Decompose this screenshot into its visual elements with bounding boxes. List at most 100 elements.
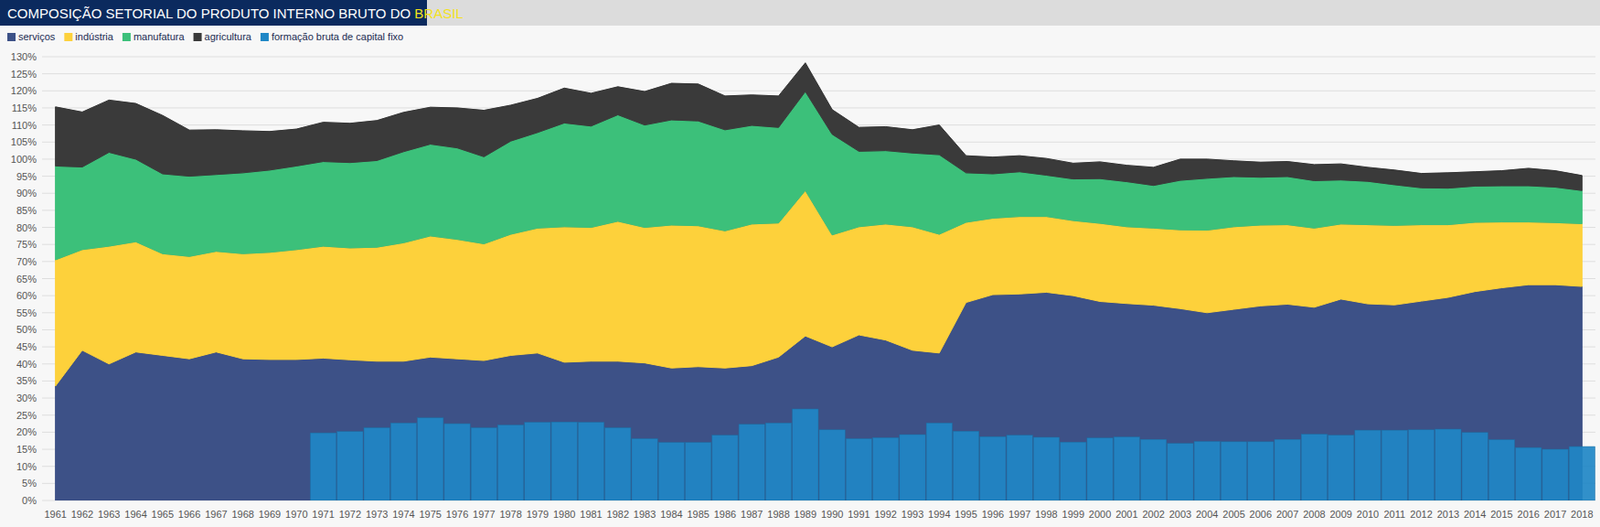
bar [792, 408, 819, 501]
x-tick-label: 1997 [1008, 508, 1031, 520]
bar [363, 427, 390, 501]
y-tick-label: 105% [10, 136, 37, 148]
bar [712, 435, 738, 501]
x-tick-label: 1990 [821, 508, 843, 520]
x-tick-label: 1968 [231, 508, 254, 520]
bar [899, 434, 926, 501]
x-tick-label: 1966 [178, 508, 201, 520]
x-tick-label: 1974 [392, 508, 415, 520]
bar [1328, 435, 1355, 501]
legend-swatch [7, 32, 16, 42]
bar [1381, 429, 1408, 501]
x-tick-label: 1993 [901, 508, 924, 520]
x-tick-label: 2001 [1115, 508, 1138, 520]
grid-line [42, 73, 1596, 75]
x-tick-label: 2016 [1517, 508, 1540, 520]
bar [658, 442, 684, 501]
x-tick-label: 1983 [633, 508, 656, 520]
legend-label: manufatura [133, 31, 186, 43]
legend-label: formação bruta de capital fixo [271, 31, 404, 43]
bar [1408, 429, 1434, 501]
x-tick-label: 1977 [472, 508, 495, 520]
x-tick-label: 1988 [767, 508, 790, 520]
x-tick-label: 1981 [579, 508, 602, 520]
bar [1274, 438, 1301, 501]
x-tick-label: 1970 [285, 508, 308, 520]
bar [309, 432, 336, 501]
x-tick-label: 1973 [365, 508, 388, 520]
y-tick-label: 90% [16, 187, 37, 199]
bar [390, 422, 416, 501]
x-tick-label: 2017 [1544, 508, 1567, 520]
y-tick-label: 15% [16, 443, 37, 455]
bar [551, 421, 577, 501]
bar [1515, 447, 1542, 501]
area-edge [55, 63, 1583, 176]
y-tick-label: 100% [10, 153, 37, 165]
y-tick-label: 25% [16, 409, 37, 421]
bar [470, 427, 497, 501]
bar [873, 437, 899, 501]
y-tick-label: 95% [16, 170, 37, 182]
x-tick-label: 1961 [43, 508, 66, 520]
legend-label: agricultura [204, 31, 253, 43]
bar [1006, 435, 1033, 501]
bar [1087, 437, 1113, 501]
bar [1060, 441, 1087, 501]
y-tick-label: 80% [16, 222, 37, 234]
bar [631, 437, 658, 501]
area [55, 63, 1583, 192]
bar [1435, 428, 1462, 501]
bar [926, 422, 952, 501]
bar [685, 442, 712, 501]
bar [1568, 446, 1595, 501]
bar [1167, 443, 1194, 501]
x-tick-label: 1962 [71, 508, 94, 520]
y-tick-label: 65% [16, 273, 37, 285]
legend-swatch [64, 32, 73, 42]
y-tick-label: 130% [10, 51, 37, 63]
x-tick-label: 1964 [124, 508, 147, 520]
x-tick-label: 2008 [1302, 508, 1325, 520]
x-tick-label: 1975 [419, 508, 442, 520]
plot [55, 63, 1596, 501]
chart: COMPOSIÇÃO SETORIAL DO PRODUTO INTERNO B… [0, 0, 1600, 527]
bar [577, 422, 604, 501]
legend-label: indústria [74, 31, 114, 43]
x-tick-label: 2011 [1383, 508, 1406, 520]
x-tick-label: 1972 [339, 508, 362, 520]
x-tick-label: 2015 [1490, 508, 1513, 520]
y-tick-label: 125% [10, 68, 37, 80]
title: COMPOSIÇÃO SETORIAL DO PRODUTO INTERNO B… [7, 5, 464, 22]
x-tick-label: 1978 [499, 508, 522, 520]
x-tick-label: 2003 [1169, 508, 1192, 520]
legend: serviços indústria manufatura agricultura fo… [7, 31, 404, 43]
legend-label: serviços [18, 31, 56, 43]
bar [337, 431, 363, 501]
x-tick-label: 2009 [1329, 508, 1352, 520]
bar [1113, 437, 1140, 501]
y-tick-label: 110% [11, 119, 38, 131]
x-tick-label: 1963 [97, 508, 120, 520]
legend-swatch [193, 32, 203, 42]
x-tick-label: 1969 [258, 508, 281, 520]
x-tick-label: 1989 [794, 508, 817, 520]
x-tick-label: 1980 [553, 508, 576, 520]
legend-swatch [122, 32, 131, 42]
bar [1461, 432, 1488, 501]
grid [42, 56, 1596, 501]
y-tick-label: 45% [16, 341, 37, 352]
y-tick-label: 50% [16, 323, 37, 335]
x-tick-label: 2000 [1088, 508, 1111, 520]
bar [1141, 438, 1167, 501]
x-tick-label: 1971 [311, 508, 334, 520]
y-tick-label: 70% [16, 256, 37, 267]
bar [738, 424, 765, 501]
y-tick-label: 10% [16, 460, 37, 472]
x-tick-label: 1979 [526, 508, 549, 520]
bar [980, 436, 1006, 501]
title-box [0, 0, 427, 26]
bar [524, 422, 551, 501]
bar [497, 425, 523, 501]
x-tick-label: 2002 [1141, 508, 1164, 520]
